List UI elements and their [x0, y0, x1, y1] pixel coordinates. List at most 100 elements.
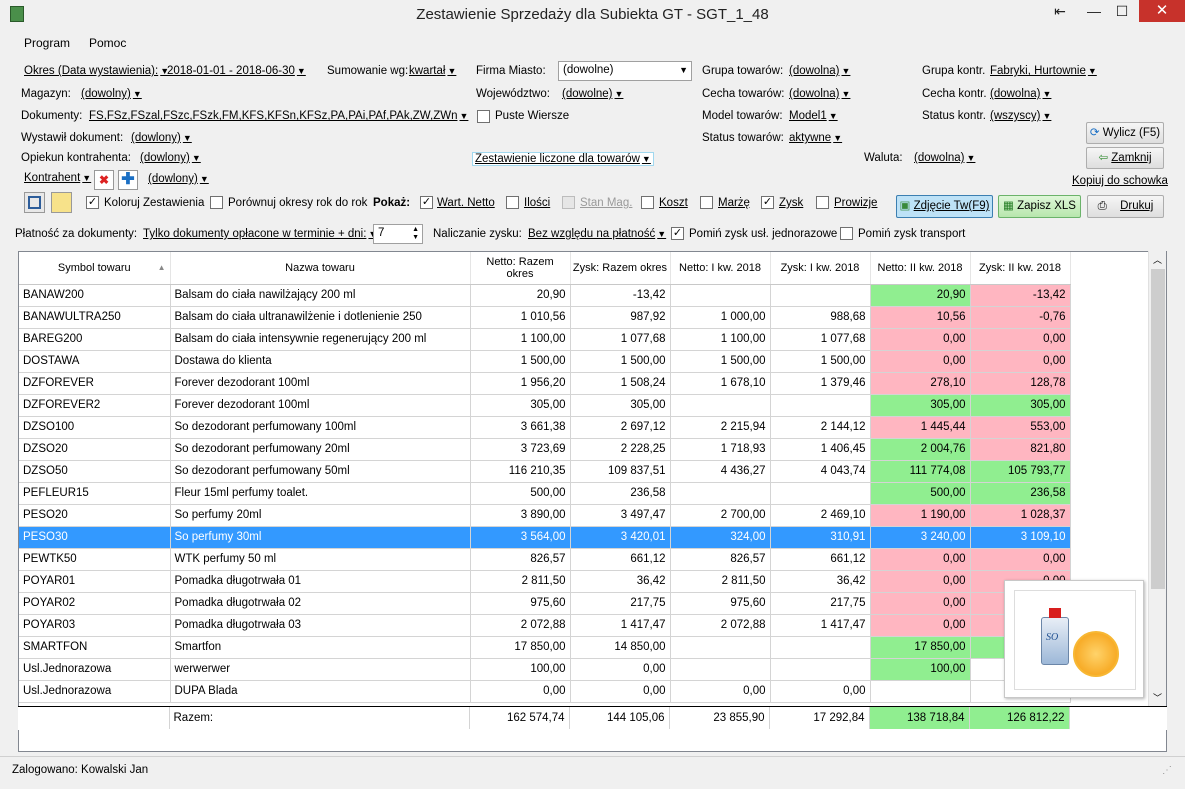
dokumenty-dropdown[interactable]: FS,FSz,FSzal,FSzc,FSzk,FM,KFS,KFSn,KFSz,…	[89, 110, 469, 122]
save-icon[interactable]	[24, 192, 45, 213]
table-row[interactable]: PEWTK50 WTK perfumy 50 ml 826,57 661,12 826,…	[19, 548, 1071, 571]
table-row[interactable]: POYAR01 Pomadka długotrwała 01 2 811,50 36,…	[19, 570, 1071, 593]
minimize-button[interactable]: —	[1087, 3, 1101, 19]
zysk-checkbox[interactable]: ✓	[761, 196, 774, 209]
pomin-usl-checkbox[interactable]: ✓	[671, 227, 684, 240]
kontrahent-dropdown[interactable]: Kontrahent ▼	[24, 172, 92, 184]
table-row[interactable]: DZFOREVER Forever dezodorant 100ml 1 956,2…	[19, 372, 1071, 395]
puste-wiersze-checkbox[interactable]	[477, 110, 490, 123]
cecha-towarow-label: Cecha towarów:	[702, 88, 785, 100]
zestawienie-liczone-dropdown[interactable]: Zestawienie liczone dla towarów ▼	[472, 152, 654, 166]
koszt-checkbox[interactable]	[641, 196, 654, 209]
cecha-towarow-dropdown[interactable]: (dowolna) ▼	[789, 88, 851, 100]
table-row[interactable]: POYAR02 Pomadka długotrwała 02 975,60 217,7…	[19, 592, 1071, 615]
kopiuj-link[interactable]: Kopiuj do schowka	[1072, 175, 1168, 187]
table-row[interactable]: BANAWULTRA250 Balsam do ciała ultranawilż…	[19, 306, 1071, 329]
status-kontr-dropdown[interactable]: (wszyscy) ▼	[990, 110, 1052, 122]
restore-layout-icon[interactable]: ⇤	[1054, 3, 1066, 19]
table-row[interactable]: PESO20 So perfumy 20ml 3 890,00 3 497,47 2 7…	[19, 504, 1071, 527]
value-cell: 305,00	[970, 394, 1071, 417]
column-header[interactable]: Symbol towaru ▲	[19, 252, 171, 285]
koloruj-checkbox[interactable]: ✓	[86, 196, 99, 209]
table-row[interactable]: PESO30 So perfumy 30ml 3 564,00 3 420,01 324…	[19, 526, 1071, 549]
naliczanie-dropdown[interactable]: Bez względu na płatność ▼	[528, 228, 667, 240]
table-row[interactable]: DOSTAWA Dostawa do klienta 1 500,00 1 500,0…	[19, 350, 1071, 373]
logged-user: Zalogowano: Kowalski Jan	[12, 764, 149, 776]
data-grid[interactable]: Symbol towaru ▲ Nazwa towaru Netto: Razem o…	[18, 251, 1167, 752]
refresh-icon: ⟳	[1089, 127, 1100, 139]
grupa-towarow-dropdown[interactable]: (dowolna) ▼	[789, 65, 851, 77]
prowizje-checkbox[interactable]	[816, 196, 829, 209]
value-cell: 500,00	[870, 482, 971, 505]
add-icon[interactable]: ✚	[118, 170, 138, 190]
scroll-thumb[interactable]	[1151, 269, 1165, 589]
wystawil-dropdown[interactable]: (dowlony) ▼	[131, 132, 192, 144]
marze-checkbox[interactable]	[700, 196, 713, 209]
wart-netto-checkbox[interactable]: ✓	[420, 196, 433, 209]
table-row[interactable]: POYAR03 Pomadka długotrwała 03 2 072,88 1 4…	[19, 614, 1071, 637]
scroll-down-icon[interactable]: ﹀	[1153, 693, 1163, 703]
value-cell: 1 417,47	[570, 614, 671, 637]
resize-grip-icon[interactable]: ⋰	[1162, 765, 1172, 776]
table-row[interactable]: BAREG200 Balsam do ciała intensywnie rege…	[19, 328, 1071, 351]
table-row[interactable]: DZSO100 So dezodorant perfumowany 100ml 3 …	[19, 416, 1071, 439]
table-row[interactable]: DZSO20 So dezodorant perfumowany 20ml 3 72…	[19, 438, 1071, 461]
table-row[interactable]: DZFOREVER2 Forever dezodorant 100ml 305,00…	[19, 394, 1071, 417]
dokumenty-label: Dokumenty:	[21, 110, 83, 122]
zamknij-button[interactable]: ⇦ Zamknij	[1086, 147, 1164, 169]
column-header[interactable]: Zysk: I kw. 2018	[770, 252, 871, 285]
okres-value[interactable]: 2018-01-01 - 2018-06-30 ▼	[167, 65, 306, 77]
table-row[interactable]: SMARTFON Smartfon 17 850,00 14 850,00 17 850…	[19, 636, 1071, 659]
vertical-scrollbar[interactable]: ︿ ﹀	[1148, 251, 1166, 706]
remove-icon[interactable]: ✖	[94, 170, 114, 190]
value-cell: 236,58	[970, 482, 1071, 505]
kontrahent-value-dropdown[interactable]: (dowlony) ▼	[148, 173, 209, 185]
table-row[interactable]: BANAW200 Balsam do ciała nawilżający 200 …	[19, 284, 1071, 307]
ilosci-checkbox[interactable]	[506, 196, 519, 209]
wojewodztwo-dropdown[interactable]: (dowolne) ▼	[562, 88, 624, 100]
model-towarow-dropdown[interactable]: Model1 ▼	[789, 110, 838, 122]
table-row[interactable]: Usl.Jednorazowa werwerwer 100,00 0,00 100,00	[19, 658, 1071, 681]
open-folder-icon[interactable]	[51, 192, 72, 213]
zdjecie-button[interactable]: ▣ Zdjęcie Tw(F9)	[896, 195, 993, 218]
firma-miasto-combo[interactable]: (dowolne) ▼	[558, 61, 692, 81]
zapisz-xls-button[interactable]: ▦ Zapisz XLS	[998, 195, 1081, 218]
pomin-transport-label: Pomiń zysk transport	[858, 228, 966, 240]
value-cell: 1 100,00	[670, 328, 771, 351]
status-towarow-dropdown[interactable]: aktywne ▼	[789, 132, 843, 144]
column-header[interactable]: Zysk: II kw. 2018	[970, 252, 1071, 285]
opiekun-dropdown[interactable]: (dowlony) ▼	[140, 152, 201, 164]
value-cell: 0,00	[870, 350, 971, 373]
column-header[interactable]: Netto: Razem okres	[470, 252, 571, 285]
scroll-up-icon[interactable]: ︿	[1153, 255, 1163, 265]
name-cell: So perfumy 30ml	[170, 526, 471, 549]
menu-pomoc[interactable]: Pomoc	[89, 36, 127, 50]
column-header[interactable]: Netto: II kw. 2018	[870, 252, 971, 285]
magazyn-dropdown[interactable]: (dowolny) ▼	[81, 88, 142, 100]
porownaj-checkbox[interactable]	[210, 196, 223, 209]
platnosc-dropdown[interactable]: Tylko dokumenty opłacone w terminie + dn…	[143, 228, 377, 240]
column-header[interactable]: Zysk: Razem okres	[570, 252, 671, 285]
value-cell: 3 240,00	[870, 526, 971, 549]
close-button[interactable]: ✕	[1139, 0, 1185, 22]
value-cell: 2 811,50	[470, 570, 571, 593]
maximize-button[interactable]: ☐	[1115, 3, 1129, 19]
okres-dropdown[interactable]: Okres (Data wystawienia): ▼	[24, 65, 170, 77]
value-cell: 1 379,46	[770, 372, 871, 395]
menu-program[interactable]: Program	[24, 36, 71, 50]
value-cell: 0,00	[470, 680, 571, 703]
symbol-cell: PEFLEUR15	[19, 482, 171, 505]
wylicz-button[interactable]: ⟳ Wylicz (F5)	[1086, 122, 1164, 144]
cecha-kontr-dropdown[interactable]: (dowolna) ▼	[990, 88, 1052, 100]
waluta-dropdown[interactable]: (dowolna) ▼	[914, 152, 976, 164]
column-header[interactable]: Nazwa towaru	[170, 252, 471, 285]
grupa-kontr-dropdown[interactable]: Fabryki, Hurtownie ▼	[990, 65, 1097, 77]
table-row[interactable]: Usl.Jednorazowa DUPA Blada 0,00 0,00 0,00 0,0…	[19, 680, 1071, 703]
column-header[interactable]: Netto: I kw. 2018	[670, 252, 771, 285]
sumowanie-dropdown[interactable]: kwartał ▼	[409, 65, 457, 77]
drukuj-button[interactable]: ⎙ Drukuj	[1087, 195, 1164, 218]
table-row[interactable]: PEFLEUR15 Fleur 15ml perfumy toalet. 500,0…	[19, 482, 1071, 505]
pomin-transport-checkbox[interactable]	[840, 227, 853, 240]
table-row[interactable]: DZSO50 So dezodorant perfumowany 50ml 116 …	[19, 460, 1071, 483]
dni-spinner[interactable]: 7 ▲ ▼	[373, 224, 423, 244]
